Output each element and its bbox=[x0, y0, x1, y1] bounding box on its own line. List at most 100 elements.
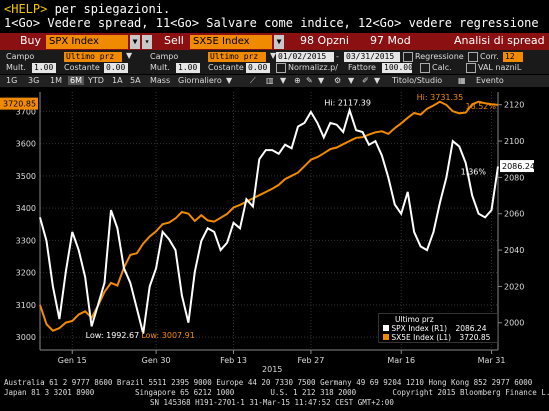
x-tick-label: Gen 30 bbox=[142, 356, 171, 365]
footer-contacts-2: Japan 81 3 3201 8900 Singapore 65 6212 1… bbox=[4, 388, 549, 397]
legend-value-sx5e: 3720.85 bbox=[459, 333, 491, 342]
buy-label: Buy bbox=[20, 34, 42, 47]
left-tick-label: 3400 bbox=[16, 204, 36, 213]
draw-icon[interactable]: ✎ bbox=[306, 76, 313, 85]
legend-value-spx: 2086.24 bbox=[455, 324, 487, 333]
chevron-down-icon[interactable]: ▼ bbox=[226, 76, 233, 85]
help-key[interactable]: <HELP> bbox=[4, 2, 48, 16]
regressione-label: Regressione bbox=[415, 52, 464, 61]
chart-line-icon[interactable]: ⟋ bbox=[250, 76, 256, 85]
x-tick-label: Feb 13 bbox=[220, 356, 247, 365]
campo-label-2: Campo bbox=[150, 52, 179, 61]
mod-button[interactable]: 97 Mod bbox=[370, 34, 411, 47]
left-tick-label: 3600 bbox=[16, 140, 36, 149]
chart-type-icon[interactable]: ▥ bbox=[266, 76, 274, 85]
help-line: <HELP> per spiegazioni. bbox=[4, 2, 170, 16]
chevron-down-icon[interactable]: ▼ bbox=[374, 76, 381, 85]
left-tick-label: 3100 bbox=[16, 301, 36, 310]
chevron-down-icon[interactable]: ▼ bbox=[348, 76, 355, 85]
titolo-studio-button[interactable]: Titolo/Studio bbox=[392, 76, 443, 85]
legend-title: Ultimo prz bbox=[395, 315, 434, 324]
right-tick-label: 2080 bbox=[504, 173, 524, 182]
tab-1g[interactable]: 1G bbox=[6, 76, 18, 85]
campo-field-1[interactable]: Ultimo prz bbox=[64, 52, 122, 62]
tab-ytd[interactable]: YTD bbox=[88, 76, 104, 85]
legend-swatch-sx5e bbox=[383, 334, 389, 340]
fattore-field[interactable]: 100.00 bbox=[382, 63, 413, 73]
x-tick-label: Mar 31 bbox=[478, 356, 506, 365]
val-checkbox[interactable] bbox=[466, 63, 476, 73]
sell-security-field[interactable]: SX5E Index bbox=[190, 35, 272, 49]
tab-1a[interactable]: 1A bbox=[112, 76, 123, 85]
chevron-down-icon[interactable]: ▼ bbox=[318, 76, 325, 85]
spx-series-line bbox=[39, 106, 499, 334]
current-value-right-text: 2086.24 bbox=[502, 162, 535, 171]
sell-dropdown-button[interactable]: ▼ bbox=[274, 35, 284, 49]
tab-6m[interactable]: 6M bbox=[68, 76, 84, 85]
regressione-checkbox[interactable] bbox=[403, 52, 413, 62]
sx5e-low-annotation: Low: 3007.91 bbox=[141, 331, 195, 340]
footer-contacts-1: Australia 61 2 9777 8600 Brazil 5511 239… bbox=[4, 378, 533, 387]
corr-checkbox[interactable] bbox=[468, 52, 478, 62]
mult-label-2: Mult. bbox=[150, 63, 170, 72]
costante-field-2[interactable]: 0.00 bbox=[246, 63, 270, 73]
corr-field[interactable]: 12 bbox=[503, 52, 523, 62]
tab-5a[interactable]: 5A bbox=[130, 76, 141, 85]
buy-dropdown-button[interactable]: ▼ bbox=[130, 35, 140, 49]
corr-label: Corr. bbox=[480, 52, 499, 61]
current-value-right: 2086.24 bbox=[500, 160, 535, 173]
spx-low-annotation: Low: 1992.67 bbox=[86, 331, 140, 340]
options-button[interactable]: 98 Opzni bbox=[300, 34, 349, 47]
tab-giornaliero[interactable]: Giornaliero bbox=[178, 76, 222, 85]
end-date-field[interactable]: 03/31/2015 bbox=[344, 52, 400, 62]
left-tick-label: 3500 bbox=[16, 172, 36, 181]
x-tick-label: Feb 27 bbox=[297, 356, 324, 365]
buy-menu-button[interactable]: ▾ bbox=[142, 35, 152, 49]
fattore-label: Fattore bbox=[348, 63, 376, 72]
spread-analysis-button[interactable]: Analisi di spread bbox=[454, 34, 545, 47]
val-label: VAL nazniL bbox=[478, 63, 522, 72]
costante-label-1: Costante bbox=[64, 63, 100, 72]
normalizz-checkbox[interactable] bbox=[276, 63, 286, 73]
sx5e-pct-change: 18.52% bbox=[465, 102, 496, 111]
mult-field-2[interactable]: 1.00 bbox=[176, 63, 200, 73]
chevron-down-icon[interactable]: ▼ bbox=[280, 76, 287, 85]
evento-button[interactable]: Evento bbox=[476, 76, 504, 85]
current-value-left-box bbox=[0, 97, 38, 110]
left-tick-label: 3200 bbox=[16, 269, 36, 278]
campo-dropdown-2[interactable]: ▼ bbox=[270, 51, 277, 60]
legend-item-spx[interactable]: SPX Index (R1) 2086.24 bbox=[383, 324, 486, 333]
x-tick-label: Gen 15 bbox=[58, 356, 87, 365]
right-tick-label: 2040 bbox=[504, 246, 524, 255]
legend-swatch-spx bbox=[383, 325, 389, 331]
right-tick-label: 2120 bbox=[504, 101, 524, 110]
left-tick-label: 3300 bbox=[16, 236, 36, 245]
costante-label-2: Costante bbox=[208, 63, 244, 72]
calc-label: Calc. bbox=[432, 63, 452, 72]
current-value-left: 3720.85 bbox=[0, 97, 38, 110]
settings-icon[interactable]: ⚙ bbox=[334, 76, 342, 85]
edit-icon[interactable]: ✐ bbox=[362, 76, 369, 85]
tab-mass[interactable]: Mass bbox=[150, 76, 171, 85]
start-date-field[interactable]: 01/02/2015 bbox=[276, 52, 334, 62]
mult-label-1: Mult. bbox=[6, 63, 26, 72]
footer-session: SN 145368 H191-2701-1 31-Mar-15 11:47:52… bbox=[150, 398, 394, 407]
evento-icon[interactable]: ▦ bbox=[458, 76, 466, 85]
calc-checkbox[interactable] bbox=[420, 63, 430, 73]
timeframe-tabs bbox=[0, 75, 549, 87]
buy-security-field[interactable]: SPX Index bbox=[46, 35, 128, 49]
campo-dropdown-1[interactable]: ▼ bbox=[126, 51, 133, 60]
legend-name-spx: SPX Index (R1) bbox=[391, 324, 448, 333]
mult-field-1[interactable]: 1.00 bbox=[32, 63, 56, 73]
tab-3g[interactable]: 3G bbox=[28, 76, 40, 85]
costante-field-1[interactable]: 0.00 bbox=[104, 63, 128, 73]
zoom-icon[interactable]: ⊕ bbox=[294, 76, 301, 85]
sx5e-series-line bbox=[39, 100, 499, 332]
legend-item-sx5e[interactable]: SX5E Index (L1) 3720.85 bbox=[383, 333, 490, 342]
current-value-left-text: 3720.85 bbox=[3, 100, 36, 109]
tab-1m[interactable]: 1M bbox=[50, 76, 62, 85]
left-tick-label: 3000 bbox=[16, 333, 36, 342]
spx-high-annotation: Hi: 2117.39 bbox=[324, 98, 371, 107]
campo-field-2[interactable]: Ultimo prz bbox=[208, 52, 266, 62]
sx5e-high-annotation: Hi: 3731.35 bbox=[417, 93, 464, 102]
